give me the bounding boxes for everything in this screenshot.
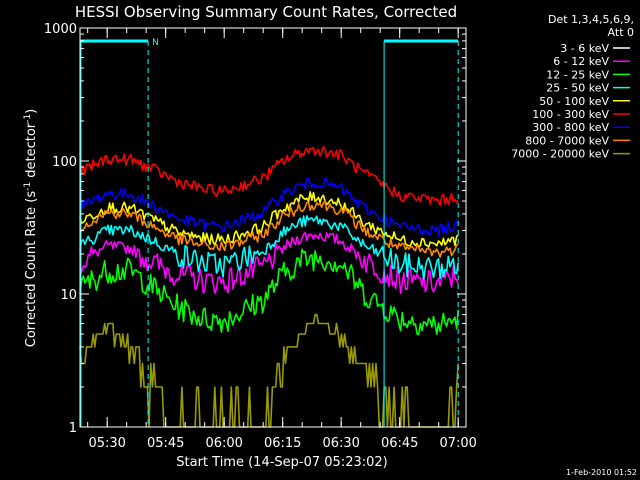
legend-entry-label: 12 - 25 keV — [546, 68, 609, 81]
night-marker-label: N — [152, 38, 159, 48]
series-layer — [79, 145, 459, 428]
legend-header-line-2: Att 0 — [608, 26, 634, 39]
y-axis-label-sup: -1 — [23, 182, 33, 191]
series-line — [79, 248, 459, 374]
series-line — [79, 200, 459, 258]
y-tick-label: 1 — [69, 421, 77, 436]
x-tick-label: 05:45 — [147, 436, 184, 451]
series-line — [79, 177, 459, 237]
x-tick-label: 06:45 — [381, 436, 418, 451]
x-axis: 05:30 05:45 06:00 06:15 06:30 06:45 07:00 — [87, 28, 477, 451]
series-line — [79, 248, 459, 336]
y-tick-label: 10 — [60, 288, 77, 303]
series-line — [79, 313, 459, 428]
legend-entry-label: 3 - 6 keV — [560, 42, 609, 55]
y-axis-label-part: Corrected Count Rate (s — [24, 191, 39, 348]
x-tick-label: 06:30 — [322, 436, 359, 451]
legend-entry-label: 7000 - 20000 keV — [511, 148, 609, 161]
legend-entry-label: 300 - 800 keV — [532, 121, 609, 134]
x-tick-label: 07:00 — [439, 436, 476, 451]
y-axis-label: Corrected Count Rate (s-1 detector-1) — [23, 109, 39, 347]
x-tick-label: 06:15 — [264, 436, 301, 451]
series-line — [79, 215, 459, 281]
y-tick-label: 1000 — [44, 22, 77, 37]
legend-entry-label: 6 - 12 keV — [553, 55, 609, 68]
plot-frame — [79, 27, 467, 428]
series-line — [79, 231, 459, 295]
x-tick-label: 05:30 — [88, 436, 125, 451]
legend-entry-label: 50 - 100 keV — [539, 95, 609, 108]
y-axis-label-part: ) — [24, 109, 39, 114]
chart-title: HESSI Observing Summary Count Rates, Cor… — [75, 3, 457, 21]
y-axis-label-part: detector — [24, 122, 39, 182]
legend-entry-label: 25 - 50 keV — [546, 82, 609, 95]
night-markers: N — [80, 38, 459, 427]
y-axis: 1 10 100 1000 — [44, 22, 466, 436]
legend-header-line-1: Det 1,3,4,5,6,9, — [548, 13, 634, 26]
legend-entry-label: 800 - 7000 keV — [525, 134, 609, 147]
legend-entry-label: 100 - 300 keV — [532, 108, 609, 121]
x-tick-label: 06:00 — [205, 436, 242, 451]
y-axis-label-sup: -1 — [23, 114, 33, 123]
series-line — [79, 145, 459, 207]
y-tick-label: 100 — [52, 155, 77, 170]
timestamp: 1-Feb-2010 01:52 — [566, 468, 637, 477]
x-axis-label: Start Time (14-Sep-07 05:23:02) — [176, 455, 387, 470]
